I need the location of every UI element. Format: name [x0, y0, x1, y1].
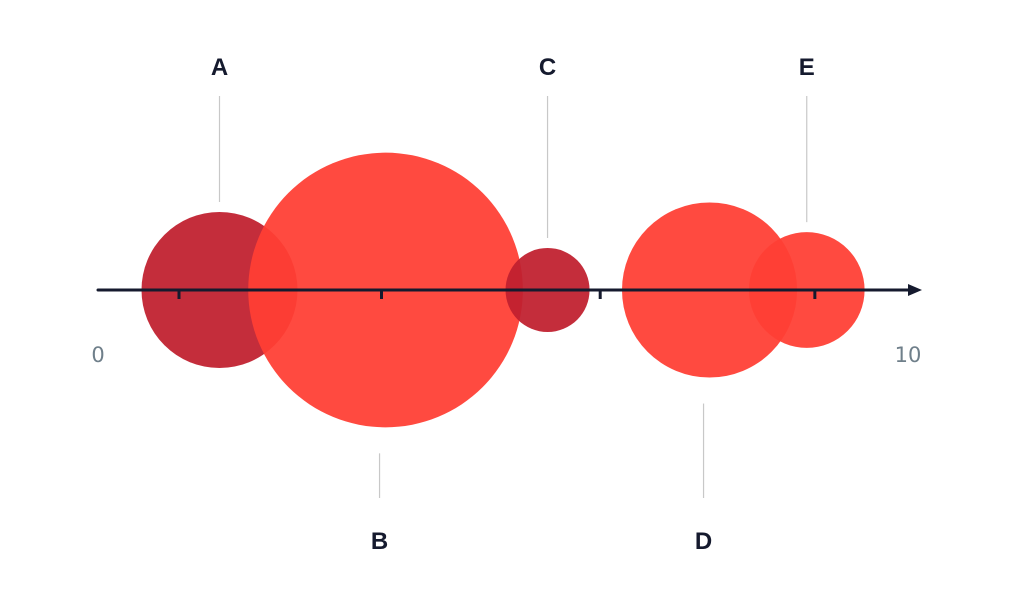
- bubble-label-e: E: [799, 54, 815, 81]
- bubble-label-a: A: [211, 54, 228, 81]
- ticks-group: [177, 290, 817, 299]
- x-axis-arrowhead: [908, 284, 922, 296]
- bubble-label-c: C: [539, 54, 556, 81]
- leader-lines-group: [218, 96, 808, 498]
- bubble-labels-group: A B C D E: [211, 54, 815, 555]
- x-axis-min-label: 0: [91, 343, 104, 367]
- bubble-label-b: B: [371, 528, 388, 555]
- axis-group: [96, 284, 922, 296]
- x-axis-max-label: 10: [895, 343, 922, 367]
- bubble-label-d: D: [695, 528, 712, 555]
